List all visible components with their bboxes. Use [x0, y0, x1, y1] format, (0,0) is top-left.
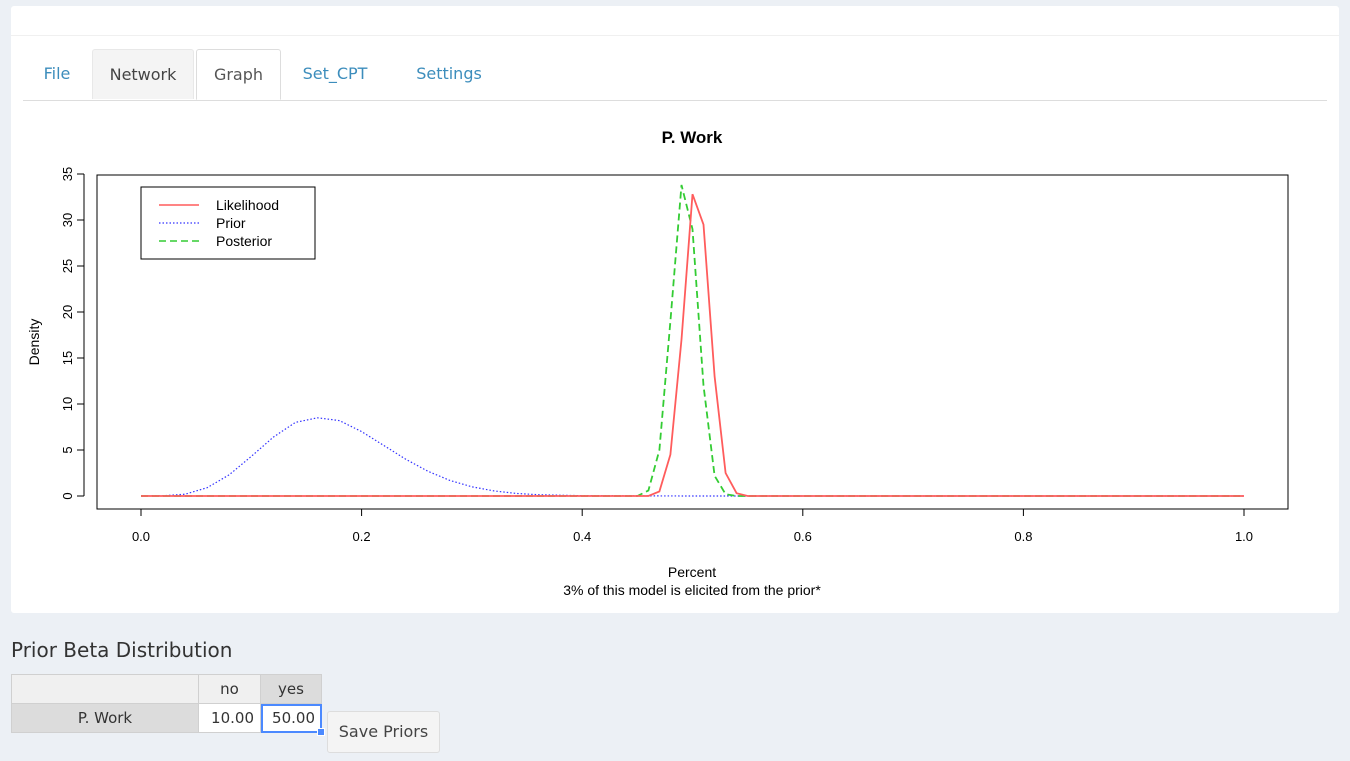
cell-no-value[interactable]: 10.00 — [198, 703, 261, 733]
y-tick-label: 35 — [60, 167, 75, 181]
chart-subtitle: 3% of this model is elicited from the pr… — [563, 582, 821, 598]
tab-set-cpt[interactable]: Set_CPT — [302, 64, 368, 83]
table-corner — [11, 674, 199, 704]
x-tick-label: 1.0 — [1235, 529, 1253, 544]
save-priors-button[interactable]: Save Priors — [327, 711, 440, 753]
y-tick-label: 15 — [60, 351, 75, 365]
tab-file[interactable]: File — [43, 64, 71, 83]
chart-series — [140, 184, 1244, 497]
legend-label-likelihood: Likelihood — [216, 197, 279, 213]
x-tick-label: 0.2 — [353, 529, 371, 544]
legend-label-posterior: Posterior — [216, 233, 272, 249]
x-tick-label: 0.6 — [794, 529, 812, 544]
cell-yes-value[interactable]: 50.00 — [260, 703, 326, 737]
tab-settings[interactable]: Settings — [416, 64, 482, 83]
prior-table: no yes P. Work 10.00 50.00 — [11, 674, 326, 737]
density-chart: P. Work 0 5 10 15 20 25 30 35 0.0 0.2 0.4 0.6 0.8 1.… — [26, 128, 1289, 598]
series-line-likelihood — [141, 193, 1244, 497]
y-tick-label: 30 — [60, 213, 75, 227]
x-tick-label: 0.4 — [573, 529, 591, 544]
series-line-posterior — [141, 184, 1244, 497]
y-axis-label: Density — [26, 319, 42, 366]
tab-bar: File Network Graph Set_CPT Settings — [23, 49, 1327, 101]
column-header-yes: yes — [260, 674, 322, 704]
chart-title: P. Work — [662, 128, 723, 147]
prior-section-title: Prior Beta Distribution — [11, 638, 233, 662]
y-tick-label: 20 — [60, 305, 75, 319]
panel-header — [11, 6, 1339, 36]
tab-network[interactable]: Network — [92, 49, 194, 99]
legend: Likelihood Prior Posterior — [140, 186, 316, 260]
y-tick-label: 0 — [60, 492, 75, 499]
x-axis: 0.0 0.2 0.4 0.6 0.8 1.0 — [132, 508, 1253, 544]
y-tick-label: 5 — [60, 446, 75, 453]
x-tick-label: 0.0 — [132, 529, 150, 544]
legend-label-prior: Prior — [216, 215, 246, 231]
column-header-no: no — [198, 674, 261, 704]
x-tick-label: 0.8 — [1014, 529, 1032, 544]
main-panel: File Network Graph Set_CPT Settings P. W… — [11, 6, 1339, 613]
y-axis: 0 5 10 15 20 25 30 35 — [60, 167, 85, 500]
series-line-prior — [140, 417, 1244, 497]
x-axis-label: Percent — [668, 564, 716, 580]
row-header-p-work: P. Work — [11, 703, 199, 733]
y-tick-label: 10 — [60, 397, 75, 411]
y-tick-label: 25 — [60, 259, 75, 273]
tab-graph[interactable]: Graph — [196, 49, 281, 100]
